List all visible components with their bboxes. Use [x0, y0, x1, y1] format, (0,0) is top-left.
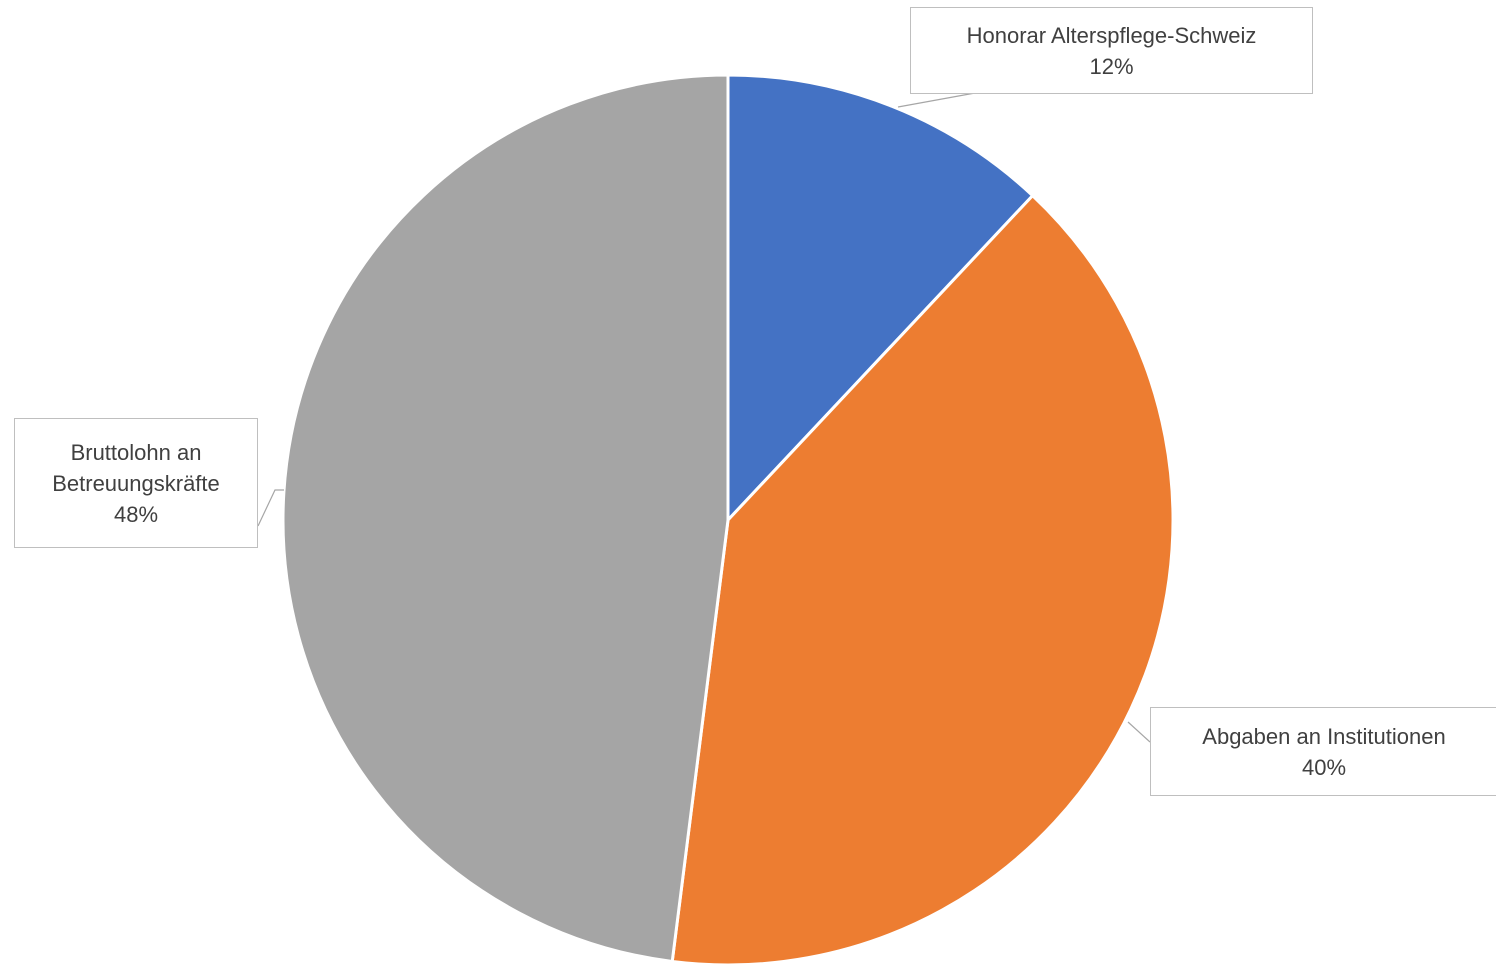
data-label-honorar: Honorar Alterspflege-Schweiz 12% [910, 7, 1313, 94]
slice-honorar [726, 73, 1035, 522]
slice-percent-bruttolohn: 48% [113, 501, 159, 527]
data-label-bruttolohn: Bruttolohn an Betreuungskräfte 48% [14, 418, 258, 548]
leader-line-bruttolohn [257, 489, 284, 527]
slice-percent-abgaben: 40% [1301, 754, 1347, 780]
slice-label-bruttolohn-line2: Betreuungskräfte [52, 470, 220, 496]
slice-label-abgaben: Abgaben an Institutionen [1202, 723, 1446, 749]
slice-abgaben [670, 194, 1175, 966]
pie-slices [281, 73, 1175, 966]
data-label-abgaben: Abgaben an Institutionen 40% [1150, 707, 1496, 796]
leader-line-abgaben [1127, 721, 1151, 743]
slice-label-bruttolohn-line1: Bruttolohn an [70, 439, 202, 465]
slice-bruttolohn [281, 73, 730, 963]
slice-percent-honorar: 12% [1089, 53, 1134, 79]
slice-label-honorar: Honorar Alterspflege-Schweiz [966, 22, 1257, 48]
leader-line-honorar [897, 92, 1312, 108]
